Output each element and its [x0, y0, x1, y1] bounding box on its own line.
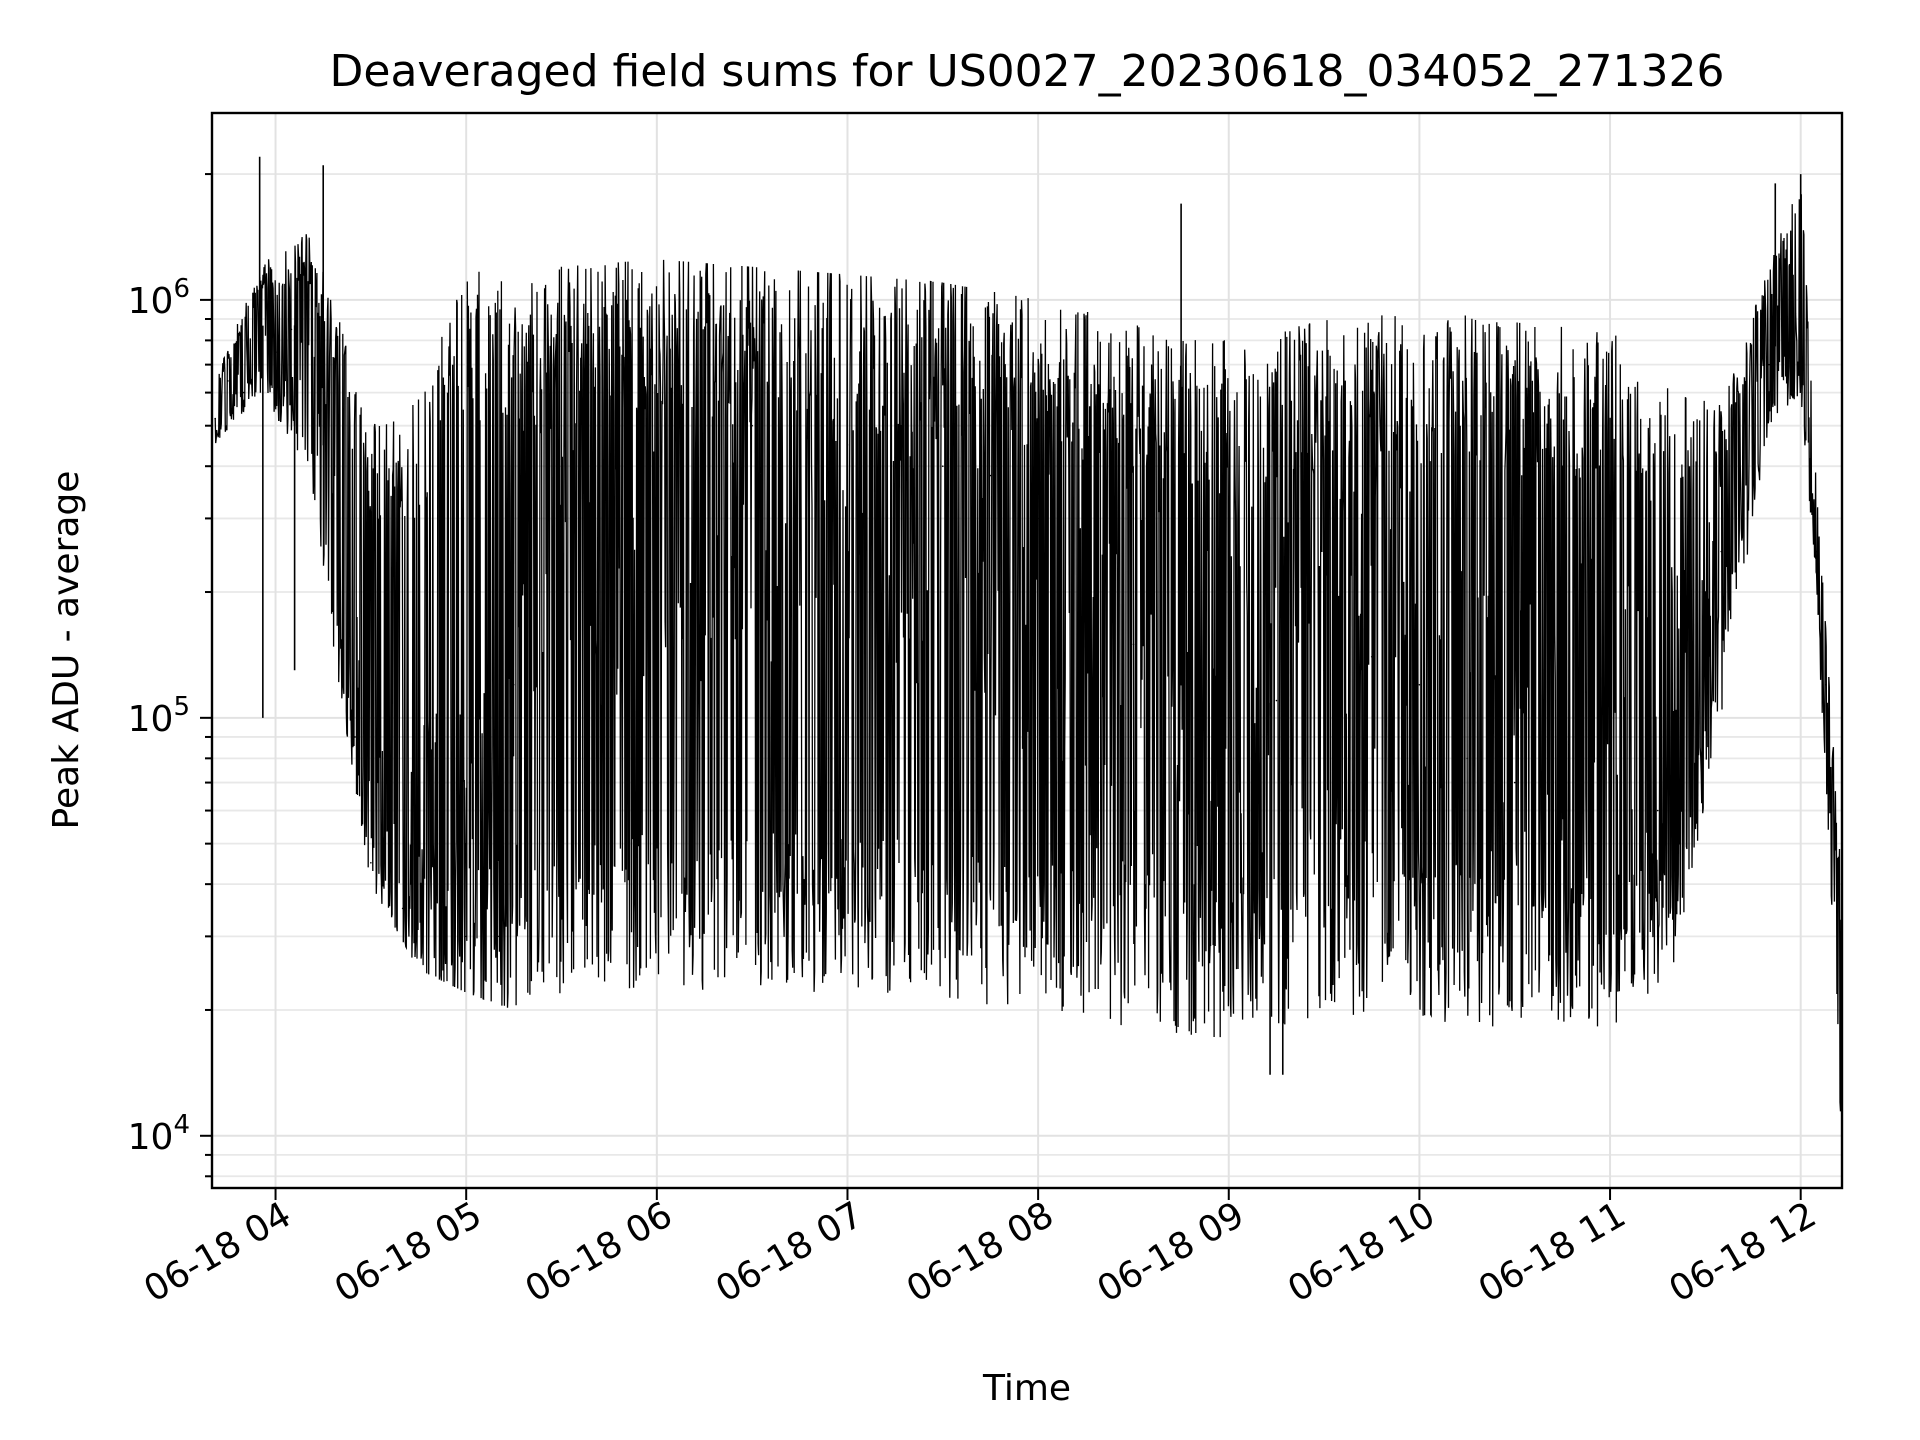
data-point	[624, 456, 626, 459]
data-point	[799, 432, 801, 434]
data-point	[1084, 591, 1087, 593]
data-point	[497, 935, 499, 938]
data-point	[465, 935, 467, 938]
data-point	[1132, 643, 1135, 646]
y-tick-label: 104	[128, 1110, 190, 1158]
x-axis-label: Time	[982, 1368, 1071, 1409]
data-point	[1561, 757, 1564, 760]
data-point	[1752, 444, 1754, 446]
data-point	[306, 308, 309, 310]
data-point	[1825, 683, 1827, 686]
plot-frame	[210, 111, 1844, 1190]
data-point	[214, 417, 216, 420]
data-point	[1688, 717, 1691, 719]
data-point	[1418, 683, 1421, 686]
y-axis-label: Peak ADU - average	[46, 471, 87, 830]
data-point	[242, 391, 245, 394]
data-point	[1768, 363, 1770, 366]
x-tick-label: 06-18 06	[519, 1194, 680, 1310]
data-point	[401, 907, 404, 910]
data-point	[941, 465, 944, 468]
data-point	[290, 328, 293, 331]
x-tick-label: 06-18 07	[709, 1194, 870, 1310]
data-point	[1834, 842, 1837, 845]
y-tick-label: 105	[128, 692, 190, 740]
data-point	[274, 351, 277, 353]
data-point	[513, 683, 515, 686]
data-point	[1513, 781, 1516, 784]
series-line	[214, 194, 1843, 1155]
data-point	[354, 736, 356, 738]
data-point	[703, 432, 706, 434]
data-point	[1609, 781, 1611, 784]
data-point	[338, 591, 340, 593]
data-point	[433, 923, 436, 926]
chart-title: Deaveraged field sums for US0027_2023061…	[330, 46, 1725, 97]
data-point	[370, 861, 372, 864]
data-point	[1720, 550, 1723, 553]
data-point	[1370, 655, 1373, 658]
data-point	[528, 517, 531, 520]
data-point	[1656, 809, 1659, 812]
data-point	[751, 424, 753, 427]
x-tick-label: 06-18 11	[1472, 1194, 1633, 1310]
x-tick-label: 06-18 04	[137, 1194, 298, 1310]
x-tick-label: 06-18 10	[1281, 1194, 1442, 1310]
data-point	[227, 380, 229, 382]
data-point	[1275, 699, 1278, 702]
x-tick-label: 06-18 05	[328, 1194, 489, 1310]
data-point	[846, 444, 849, 446]
data-point	[656, 444, 658, 446]
x-tick-label: 06-18 12	[1663, 1194, 1824, 1310]
data-point	[1323, 669, 1325, 672]
data-point	[1227, 717, 1230, 719]
data-point	[1784, 318, 1786, 320]
data-point	[989, 474, 992, 477]
data-point	[592, 474, 595, 477]
data-point	[560, 465, 563, 468]
data-point	[1037, 517, 1039, 520]
series-layer	[214, 156, 1843, 1155]
data-point	[1815, 550, 1818, 553]
y-tick-label: 106	[128, 274, 190, 322]
x-tick-label: 06-18 08	[900, 1194, 1061, 1310]
data-point	[894, 456, 896, 459]
x-tick-label: 06-18 09	[1091, 1194, 1252, 1310]
data-point	[1466, 757, 1468, 760]
